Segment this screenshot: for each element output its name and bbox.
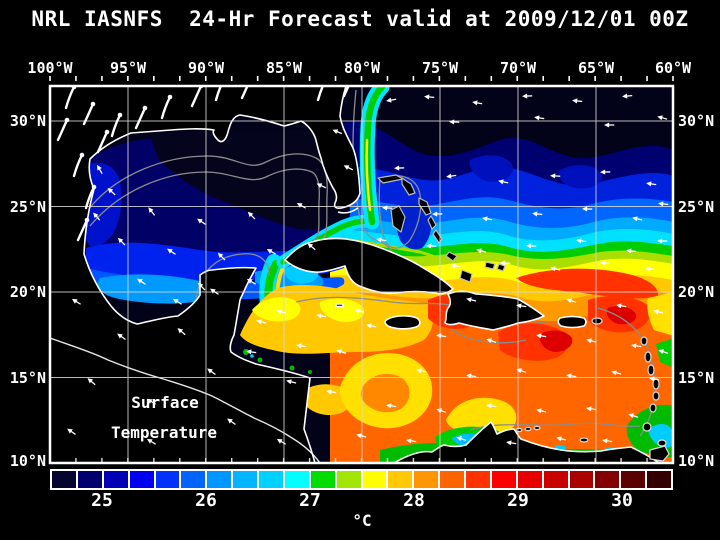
- colorbar-cell: [362, 471, 389, 488]
- lat-label-left: 20°N: [9, 283, 46, 301]
- colorbar-cell: [310, 471, 337, 488]
- lat-label-right: 15°N: [678, 368, 715, 387]
- colorbar-cell: [103, 471, 130, 488]
- colorbar-unit: °C: [352, 511, 372, 530]
- south-america-land: [393, 421, 660, 463]
- colorbar-cell: [77, 471, 104, 488]
- lat-label-right: 10°N: [678, 452, 715, 470]
- cayman-island: [335, 303, 344, 308]
- lon-label: 90°W: [187, 59, 225, 77]
- colorbar-cell: [466, 471, 492, 488]
- lon-label: 75°W: [421, 59, 459, 77]
- colorbar-tick-label: 29: [507, 490, 529, 511]
- lon-label: 65°W: [577, 59, 615, 77]
- colorbar: [50, 469, 673, 490]
- wind-streaks: [56, 86, 350, 242]
- lon-label: 85°W: [265, 59, 303, 77]
- colorbar-cell: [233, 471, 259, 488]
- puerto-rico-land: [557, 315, 587, 329]
- figure-title: NRL IASNFS 24-Hr Forecast valid at 2009/…: [31, 7, 689, 31]
- colorbar-cell: [491, 471, 518, 488]
- colorbar-cell: [52, 471, 78, 488]
- lon-label: 95°W: [109, 59, 147, 77]
- lon-label: 70°W: [499, 59, 537, 77]
- lat-label-left: 25°N: [9, 197, 46, 216]
- colorbar-cell: [155, 471, 182, 488]
- pacific-coastline: [50, 337, 321, 463]
- map-frame: [48, 84, 675, 465]
- colorbar-tick-label: 26: [195, 490, 217, 511]
- lat-label-left: 30°N: [9, 112, 46, 130]
- jamaica-land: [384, 315, 421, 330]
- colorbar-cell: [414, 471, 441, 488]
- colorbar-cell: [388, 471, 415, 488]
- map-annotation-surface: Surface: [131, 393, 199, 412]
- lon-label: 60°W: [654, 59, 692, 77]
- map-annotation-temperature: Temperature: [111, 423, 217, 442]
- colorbar-cell: [517, 471, 544, 488]
- colorbar-cell: [569, 471, 596, 488]
- colorbar-tick-label: 27: [299, 490, 321, 511]
- lat-label-right: 25°N: [678, 197, 715, 216]
- lesser-antilles-islands: [515, 317, 670, 462]
- colorbar-tick-label: 30: [611, 490, 633, 511]
- lat-label-right: 30°N: [678, 112, 715, 130]
- colorbar-tick-label: 28: [403, 490, 425, 511]
- colorbar-cell: [621, 471, 648, 488]
- lat-label-left: 15°N: [9, 368, 46, 387]
- colorbar-cell: [543, 471, 570, 488]
- graticule: [50, 86, 673, 463]
- colorbar-cell: [440, 471, 466, 488]
- colorbar-cell: [207, 471, 234, 488]
- colorbar-tick-label: 25: [91, 490, 113, 511]
- colorbar-cell: [181, 471, 208, 488]
- colorbar-cell: [336, 471, 363, 488]
- colorbar-cell: [129, 471, 156, 488]
- colorbar-cell: [259, 471, 285, 488]
- florida-keys: [337, 207, 359, 214]
- lat-label-left: 10°N: [9, 452, 46, 470]
- lon-label: 100°W: [27, 59, 73, 77]
- lon-label: 80°W: [343, 59, 381, 77]
- bottom-tick-marks: [49, 458, 674, 462]
- colorbar-cell: [284, 471, 311, 488]
- colorbar-cell: [595, 471, 622, 488]
- colorbar-cell: [647, 471, 671, 488]
- longitude-tick-marks: [49, 76, 674, 81]
- lat-label-right: 20°N: [678, 283, 715, 301]
- cuba-land: [284, 237, 454, 295]
